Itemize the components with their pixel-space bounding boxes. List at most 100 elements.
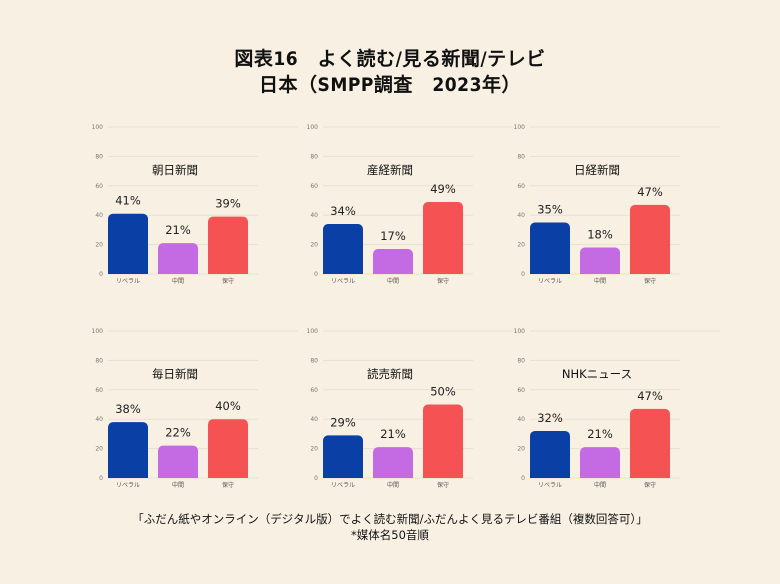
y-tick-label: 80	[517, 357, 525, 364]
data-label: 40%	[215, 399, 241, 413]
bar-base	[530, 473, 570, 478]
bar	[108, 422, 148, 478]
data-label: 21%	[587, 427, 613, 441]
data-label: 35%	[537, 203, 563, 217]
data-label: 47%	[637, 389, 663, 403]
bar	[323, 435, 363, 478]
y-tick-label: 60	[310, 387, 318, 394]
y-tick-label: 0	[521, 475, 525, 482]
y-tick-label: 0	[99, 271, 103, 278]
bar	[423, 201, 463, 274]
bar	[530, 430, 570, 478]
footnote-line1: 「ふだん紙やオンライン（デジタル版）でよく読む新聞/ふだんよく見るテレビ番組（複…	[132, 512, 648, 526]
data-label: 32%	[537, 411, 563, 425]
x-tick-label: 中間	[172, 481, 184, 489]
y-tick-label: 60	[517, 183, 525, 190]
chart-panel: 0 20 40 60 80 100 朝日新聞 41% リベラル 21% 中間 39% 保守	[92, 124, 298, 285]
x-tick-label: リベラル	[331, 278, 355, 285]
footnote-line2: *媒体名50音順	[351, 528, 429, 542]
x-tick-label: 保守	[437, 277, 449, 285]
x-tick-label: リベラル	[538, 278, 562, 285]
bar-base	[208, 473, 248, 478]
bar-base	[373, 269, 413, 274]
y-tick-label: 100	[92, 328, 104, 335]
x-tick-label: リベラル	[116, 482, 140, 489]
data-label: 50%	[430, 385, 456, 399]
bar	[208, 216, 248, 274]
panel-title: 朝日新聞	[152, 163, 198, 177]
data-label: 29%	[330, 415, 356, 429]
bar-base	[580, 473, 620, 478]
bar-base	[323, 269, 363, 274]
y-tick-label: 100	[307, 124, 319, 131]
bar-base	[208, 269, 248, 274]
bar-base	[108, 269, 148, 274]
panel-title: NHKニュース	[562, 367, 632, 381]
panel-title: 毎日新聞	[152, 367, 198, 381]
x-tick-label: 保守	[222, 277, 234, 285]
chart-title-line1: 図表16 よく読む/見る新聞/テレビ	[234, 48, 546, 70]
y-tick-label: 100	[92, 124, 104, 131]
y-tick-label: 40	[310, 212, 318, 219]
y-tick-label: 0	[314, 271, 318, 278]
data-label: 18%	[587, 228, 613, 242]
bar	[158, 445, 198, 478]
bar-base	[158, 269, 198, 274]
x-tick-label: 保守	[644, 277, 656, 285]
y-tick-label: 80	[310, 153, 318, 160]
bar	[630, 204, 670, 274]
data-label: 22%	[165, 426, 191, 440]
x-tick-label: 保守	[222, 481, 234, 489]
y-tick-label: 20	[310, 242, 318, 249]
x-tick-label: 中間	[594, 481, 606, 489]
bar-base	[423, 473, 463, 478]
y-tick-label: 20	[517, 446, 525, 453]
panel-title: 日経新聞	[574, 163, 620, 177]
data-label: 21%	[165, 223, 191, 237]
y-tick-label: 40	[517, 416, 525, 423]
data-label: 34%	[330, 204, 356, 218]
chart-panel: 0 20 40 60 80 100 毎日新聞 38% リベラル 22% 中間 40% 保守	[92, 328, 298, 489]
data-label: 47%	[637, 185, 663, 199]
x-tick-label: 保守	[644, 481, 656, 489]
panel-title: 読売新聞	[367, 367, 413, 381]
bar	[373, 447, 413, 478]
bar-base	[108, 473, 148, 478]
x-tick-label: リベラル	[116, 278, 140, 285]
x-tick-label: 中間	[594, 277, 606, 285]
bar	[580, 247, 620, 274]
bar	[530, 222, 570, 274]
bar-base	[158, 473, 198, 478]
bar-base	[530, 269, 570, 274]
y-tick-label: 40	[95, 212, 103, 219]
bar	[373, 249, 413, 274]
y-tick-label: 60	[517, 387, 525, 394]
chart-panel: 0 20 40 60 80 100 NHKニュース 32% リベラル 21% 中間 47% 保守	[514, 328, 720, 489]
y-tick-label: 80	[517, 153, 525, 160]
x-tick-label: リベラル	[331, 482, 355, 489]
y-tick-label: 60	[310, 183, 318, 190]
chart-title-line2: 日本（SMPP調査 2023年）	[259, 74, 521, 96]
x-tick-label: 中間	[387, 481, 399, 489]
bar	[423, 404, 463, 478]
y-tick-label: 100	[514, 328, 526, 335]
data-label: 39%	[215, 197, 241, 211]
y-tick-label: 80	[310, 357, 318, 364]
data-label: 41%	[115, 194, 141, 208]
bar	[108, 213, 148, 274]
bar-base	[580, 269, 620, 274]
data-label: 17%	[380, 229, 406, 243]
y-tick-label: 0	[99, 475, 103, 482]
chart-panel: 0 20 40 60 80 100 日経新聞 35% リベラル 18% 中間 47% 保守	[514, 124, 720, 285]
bar	[630, 408, 670, 478]
bar-base	[323, 473, 363, 478]
bar	[580, 447, 620, 478]
bar	[158, 243, 198, 274]
bar-base	[630, 473, 670, 478]
data-label: 49%	[430, 182, 456, 196]
y-tick-label: 20	[95, 242, 103, 249]
bar-base	[630, 269, 670, 274]
y-tick-label: 0	[521, 271, 525, 278]
bar-base	[423, 269, 463, 274]
